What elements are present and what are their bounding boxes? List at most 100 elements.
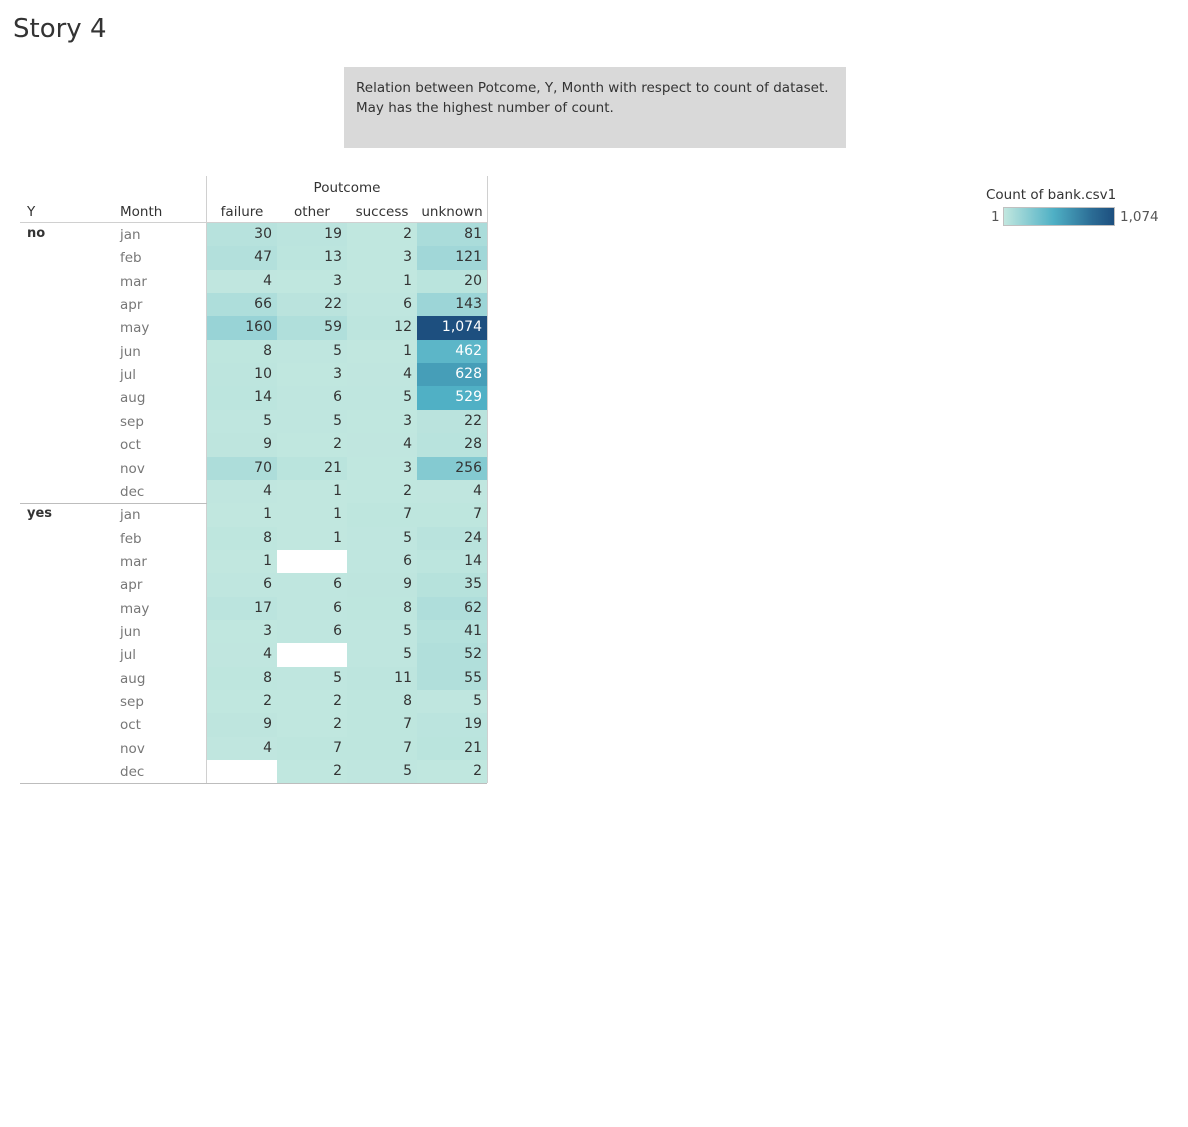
heatmap-cell: 70: [207, 456, 277, 481]
heatmap-cell: 47: [207, 246, 277, 271]
heatmap-cell: 28: [417, 433, 487, 458]
legend-min-label: 1: [991, 209, 1000, 225]
heatmap-cell: 81: [417, 223, 487, 247]
heatmap-cell: 8: [207, 339, 277, 364]
story-title: Story 4: [13, 14, 107, 44]
y-label: yes: [27, 506, 53, 522]
heatmap-cell: [207, 760, 277, 785]
caption-line-1: Relation between Potcome, Y, Month with …: [356, 80, 829, 96]
heatmap-cell: 1,074: [417, 316, 487, 341]
month-label: mar: [120, 553, 147, 570]
heatmap-cell: 6: [207, 573, 277, 598]
heatmap-cell: 2: [277, 690, 347, 714]
heatmap-cell: 6: [277, 619, 347, 644]
heatmap-cell: 5: [347, 386, 417, 411]
month-label: jan: [120, 227, 141, 243]
heatmap-cell: 3: [347, 409, 417, 434]
month-label: feb: [120, 530, 142, 547]
heatmap-cell: 4: [347, 363, 417, 388]
heatmap-cell: 1: [207, 503, 277, 528]
column-group-label: Poutcome: [313, 180, 381, 196]
month-label: may: [120, 320, 150, 337]
heatmap-cell: 5: [277, 339, 347, 364]
heatmap-cell: 13: [277, 246, 347, 271]
table-column-divider: [206, 176, 207, 784]
heatmap-cell: 10: [207, 363, 277, 388]
heatmap-cell: 1: [277, 526, 347, 551]
heatmap-cell: 7: [277, 736, 347, 761]
heatmap-cell: 5: [347, 760, 417, 785]
month-label: aug: [120, 390, 146, 407]
heatmap-cell: 35: [417, 573, 487, 598]
month-label: jun: [120, 343, 141, 360]
heatmap-cell: 7: [347, 713, 417, 738]
month-label: aug: [120, 670, 146, 687]
heatmap-cell: 3: [347, 246, 417, 271]
heatmap-cell: 5: [207, 409, 277, 434]
legend-title: Count of bank.csv1: [986, 187, 1117, 203]
heatmap-cell: 6: [277, 573, 347, 598]
table-right-border: [487, 176, 488, 784]
column-header-failure: failure: [220, 204, 264, 220]
heatmap-cell: 4: [207, 643, 277, 668]
month-label: apr: [120, 577, 143, 594]
heatmap-cell: 4: [417, 479, 487, 504]
heatmap-cell: 14: [417, 549, 487, 574]
table-bottom-border: [20, 783, 487, 785]
heatmap-cell: 20: [417, 269, 487, 294]
heatmap-cell: 1: [207, 549, 277, 574]
heatmap-cell: 5: [277, 409, 347, 434]
month-label: sep: [120, 694, 144, 710]
heatmap-cell: 4: [207, 736, 277, 761]
heatmap-cell: 4: [207, 479, 277, 504]
column-header-success: success: [355, 204, 409, 220]
heatmap-cell: 2: [277, 760, 347, 785]
header-divider: [20, 222, 487, 223]
heatmap-cell: 8: [347, 690, 417, 714]
caption-box: Relation between Potcome, Y, Month with …: [344, 67, 846, 148]
heatmap-cell: 7: [347, 736, 417, 761]
heatmap-cell: 2: [207, 690, 277, 714]
heatmap-cell: 22: [277, 293, 347, 318]
heatmap-cell: [277, 643, 347, 668]
heatmap-cell: 17: [207, 596, 277, 621]
heatmap-cell: 3: [207, 619, 277, 644]
column-header-other: other: [294, 204, 330, 220]
heatmap-cell: 9: [207, 713, 277, 738]
heatmap-cell: 5: [277, 666, 347, 691]
month-label: may: [120, 600, 150, 617]
heatmap-cell: 11: [347, 666, 417, 691]
row-header-y: Y: [27, 204, 36, 220]
heatmap-cell: [277, 549, 347, 574]
heatmap-cell: 6: [277, 596, 347, 621]
heatmap-cell: 7: [417, 503, 487, 528]
heatmap-cell: 5: [347, 643, 417, 668]
heatmap-cell: 6: [347, 293, 417, 318]
heatmap-cell: 30: [207, 223, 277, 247]
heatmap-cell: 2: [347, 479, 417, 504]
heatmap-cell: 462: [417, 339, 487, 364]
legend-color-ramp: [1003, 207, 1115, 226]
heatmap-cell: 12: [347, 316, 417, 341]
month-label: jun: [120, 623, 141, 640]
heatmap-cell: 41: [417, 619, 487, 644]
month-label: oct: [120, 717, 141, 734]
heatmap-cell: 2: [347, 223, 417, 247]
heatmap-cell: 5: [347, 619, 417, 644]
heatmap-cell: 121: [417, 246, 487, 271]
heatmap-cell: 529: [417, 386, 487, 411]
month-label: dec: [120, 764, 145, 781]
y-label: no: [27, 226, 46, 241]
month-label: jul: [120, 367, 137, 384]
heatmap-cell: 3: [347, 456, 417, 481]
row-header-month: Month: [120, 204, 163, 220]
heatmap-cell: 1: [277, 479, 347, 504]
heatmap-cell: 2: [277, 713, 347, 738]
heatmap-cell: 6: [277, 386, 347, 411]
heatmap-cell: 14: [207, 386, 277, 411]
heatmap-cell: 1: [347, 269, 417, 294]
heatmap-cell: 1: [347, 339, 417, 364]
heatmap-cell: 21: [417, 736, 487, 761]
heatmap-cell: 4: [347, 433, 417, 458]
heatmap-cell: 22: [417, 409, 487, 434]
